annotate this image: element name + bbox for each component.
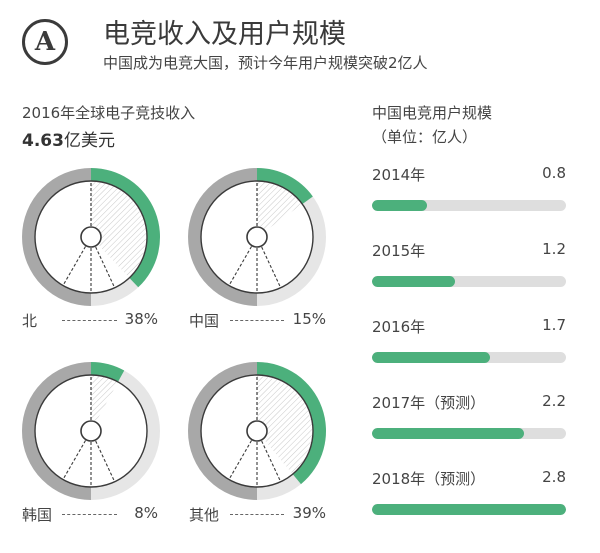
donut-center-dot xyxy=(80,226,102,248)
bar-category-label: 2017年（预测） xyxy=(372,394,486,412)
donut-inner-border xyxy=(34,374,148,488)
bar-category-label: 2014年 xyxy=(372,166,426,184)
donut-label: 韩国 xyxy=(22,506,53,524)
bar-track xyxy=(372,428,566,439)
revenue-total: 4.63亿美元 xyxy=(22,126,115,151)
donut-hatch xyxy=(91,182,146,278)
donut-center-dot xyxy=(246,420,268,442)
donut-leader-line xyxy=(230,320,284,321)
bar-track xyxy=(372,504,566,515)
donut-leader-line xyxy=(62,320,117,321)
donut-label: 中国 xyxy=(189,312,220,330)
bar-track xyxy=(372,352,566,363)
donut-center-dot xyxy=(246,226,268,248)
donut-leader-line xyxy=(230,514,284,515)
bar-value-label: 1.2 xyxy=(542,240,566,258)
bar-row: 2016年 1.7 xyxy=(372,316,566,376)
page-subtitle: 中国成为电竞大国，预计今年用户规模突破2亿人 xyxy=(103,54,428,72)
users-chart-unit: （单位：亿人） xyxy=(372,128,478,146)
donut-divider xyxy=(228,440,252,480)
bar-value-label: 2.8 xyxy=(542,468,566,486)
donut-ring-other xyxy=(188,362,257,500)
revenue-total-value: 4.63 xyxy=(22,131,64,151)
bar-category-label: 2018年（预测） xyxy=(372,470,486,488)
donut-inner-border xyxy=(200,374,314,488)
badge-letter: A xyxy=(34,27,56,57)
bar-fill xyxy=(372,352,490,363)
page-title: 电竞收入及用户规模 xyxy=(103,19,346,50)
bar-row: 2015年 1.2 xyxy=(372,240,566,300)
donut-segment xyxy=(91,362,125,382)
bar-track xyxy=(372,276,566,287)
bar-category-label: 2015年 xyxy=(372,242,426,260)
bar-value-label: 2.2 xyxy=(542,392,566,410)
donut-label: 其他 xyxy=(189,506,220,524)
donut-hatch xyxy=(257,376,312,474)
donut-percent: 15% xyxy=(292,310,326,328)
bar-row: 2017年（预测） 2.2 xyxy=(372,392,566,452)
donut-segment xyxy=(257,168,313,205)
users-chart-title: 中国电竞用户规模 xyxy=(372,104,493,122)
bar-row: 2014年 0.8 xyxy=(372,164,566,224)
donut-4 xyxy=(188,362,326,500)
bar-value-label: 0.8 xyxy=(542,164,566,182)
bar-fill xyxy=(372,504,566,515)
revenue-chart-title: 2016年全球电子竞技收入 xyxy=(22,104,196,122)
donut-inner-border xyxy=(200,180,314,294)
donut-segment xyxy=(91,168,160,288)
donut-1 xyxy=(22,168,160,306)
bar-row: 2018年（预测） 2.8 xyxy=(372,468,566,528)
donut-percent: 38% xyxy=(124,310,158,328)
revenue-total-unit: 亿美元 xyxy=(63,131,115,151)
donut-center-dot xyxy=(80,420,102,442)
donut-divider xyxy=(261,246,282,288)
bar-fill xyxy=(372,428,525,439)
donut-divider xyxy=(62,440,86,480)
donut-ring-other xyxy=(188,168,257,306)
donut-3 xyxy=(22,362,160,500)
donut-divider xyxy=(95,246,116,288)
bar-fill xyxy=(372,276,456,287)
donut-leader-line xyxy=(62,514,117,515)
donut-2 xyxy=(188,168,326,306)
donut-percent: 8% xyxy=(134,504,158,522)
section-badge: A xyxy=(22,19,68,65)
donut-percent: 39% xyxy=(292,504,326,522)
donut-hatch xyxy=(91,376,118,431)
bar-fill xyxy=(372,200,428,211)
donut-hatch xyxy=(257,182,302,237)
donut-divider xyxy=(261,440,282,482)
donut-label: 北 xyxy=(22,312,38,330)
donut-divider xyxy=(62,246,86,286)
donut-ring-other xyxy=(22,362,91,500)
bar-value-label: 1.7 xyxy=(542,316,566,334)
donut-divider xyxy=(95,440,116,482)
donut-divider xyxy=(228,246,252,286)
donut-ring-other xyxy=(22,168,92,306)
donut-inner-border xyxy=(34,180,148,294)
bar-track xyxy=(372,200,566,211)
bar-category-label: 2016年 xyxy=(372,318,426,336)
